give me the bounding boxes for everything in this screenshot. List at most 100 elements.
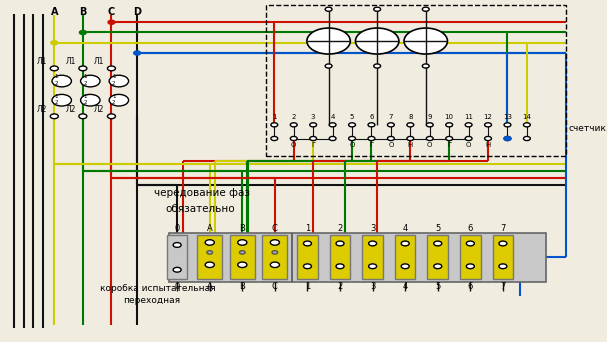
Text: 8: 8 — [408, 114, 413, 120]
Circle shape — [238, 240, 247, 245]
Text: 1: 1 — [272, 114, 277, 120]
Circle shape — [310, 123, 317, 127]
Circle shape — [81, 94, 100, 106]
Circle shape — [348, 123, 356, 127]
Circle shape — [499, 241, 507, 246]
Circle shape — [426, 136, 433, 141]
Circle shape — [207, 251, 212, 254]
Circle shape — [523, 123, 531, 127]
Text: 11: 11 — [464, 114, 473, 120]
Text: 4: 4 — [402, 282, 408, 291]
Circle shape — [51, 41, 58, 45]
Text: 14: 14 — [523, 114, 531, 120]
Circle shape — [325, 7, 332, 11]
Circle shape — [387, 123, 395, 127]
Circle shape — [238, 262, 247, 267]
Text: коробка испытательная: коробка испытательная — [100, 285, 215, 293]
Text: 1: 1 — [55, 94, 58, 98]
Text: 1: 1 — [55, 75, 58, 79]
Circle shape — [523, 136, 531, 141]
Circle shape — [79, 66, 87, 71]
Circle shape — [107, 66, 115, 71]
Text: A: A — [50, 7, 58, 17]
Circle shape — [310, 136, 317, 141]
Text: переходная: переходная — [123, 297, 180, 305]
Text: 7: 7 — [500, 282, 506, 291]
Circle shape — [307, 28, 350, 54]
Text: счетчик: счетчик — [569, 124, 606, 133]
Circle shape — [173, 267, 181, 272]
Text: 6: 6 — [369, 114, 374, 120]
Circle shape — [205, 240, 214, 245]
Text: 2: 2 — [112, 100, 115, 105]
Text: О: О — [466, 142, 471, 148]
Text: 1: 1 — [305, 282, 310, 291]
Circle shape — [325, 64, 332, 68]
Text: B: B — [79, 7, 87, 17]
Circle shape — [290, 123, 297, 127]
Text: обязательно: обязательно — [166, 203, 236, 214]
Circle shape — [109, 75, 129, 87]
Text: 2: 2 — [83, 100, 87, 105]
Circle shape — [484, 123, 492, 127]
Text: Л1: Л1 — [66, 57, 76, 66]
Circle shape — [272, 251, 278, 254]
Text: 0: 0 — [175, 282, 180, 291]
Bar — [460, 235, 481, 279]
Circle shape — [504, 136, 511, 141]
Text: Л2: Л2 — [94, 105, 104, 114]
Circle shape — [336, 241, 344, 246]
Circle shape — [270, 262, 279, 267]
Text: A: A — [207, 224, 212, 233]
Circle shape — [368, 241, 376, 246]
Circle shape — [404, 28, 447, 54]
Circle shape — [329, 123, 336, 127]
Text: 0: 0 — [175, 224, 180, 233]
Text: 4: 4 — [330, 114, 335, 120]
Circle shape — [368, 123, 375, 127]
Circle shape — [271, 136, 278, 141]
Circle shape — [108, 20, 115, 24]
Text: 1: 1 — [83, 94, 87, 98]
Circle shape — [304, 264, 311, 269]
Bar — [330, 235, 350, 279]
Text: 13: 13 — [503, 114, 512, 120]
Circle shape — [407, 136, 414, 141]
Text: Г: Г — [370, 142, 373, 148]
Text: Н: Н — [408, 142, 413, 148]
Text: C: C — [108, 7, 115, 17]
Circle shape — [304, 241, 311, 246]
Text: чередование фаз: чередование фаз — [154, 188, 250, 198]
Circle shape — [484, 136, 492, 141]
Circle shape — [422, 64, 429, 68]
Circle shape — [407, 123, 414, 127]
Text: 2: 2 — [55, 81, 58, 86]
Text: 7: 7 — [388, 114, 393, 120]
Circle shape — [504, 123, 511, 127]
Text: О: О — [388, 142, 393, 148]
Text: Л2: Л2 — [37, 105, 47, 114]
Text: A: A — [207, 282, 212, 291]
Bar — [266, 5, 566, 156]
Circle shape — [239, 251, 245, 254]
Circle shape — [401, 264, 409, 269]
Text: B: B — [239, 282, 245, 291]
Bar — [395, 235, 415, 279]
Bar — [493, 235, 513, 279]
Text: 2: 2 — [83, 81, 87, 86]
Text: C: C — [272, 282, 278, 291]
Text: 2: 2 — [291, 114, 296, 120]
Circle shape — [173, 242, 181, 247]
Circle shape — [434, 264, 442, 269]
Text: О: О — [350, 142, 354, 148]
Bar — [362, 235, 383, 279]
Circle shape — [504, 136, 511, 141]
Text: 5: 5 — [435, 224, 440, 233]
Circle shape — [422, 7, 429, 11]
Bar — [262, 235, 288, 279]
Text: 12: 12 — [484, 114, 492, 120]
Text: О: О — [427, 142, 432, 148]
Text: 3: 3 — [370, 282, 375, 291]
Bar — [427, 235, 448, 279]
Text: 1: 1 — [112, 75, 115, 79]
